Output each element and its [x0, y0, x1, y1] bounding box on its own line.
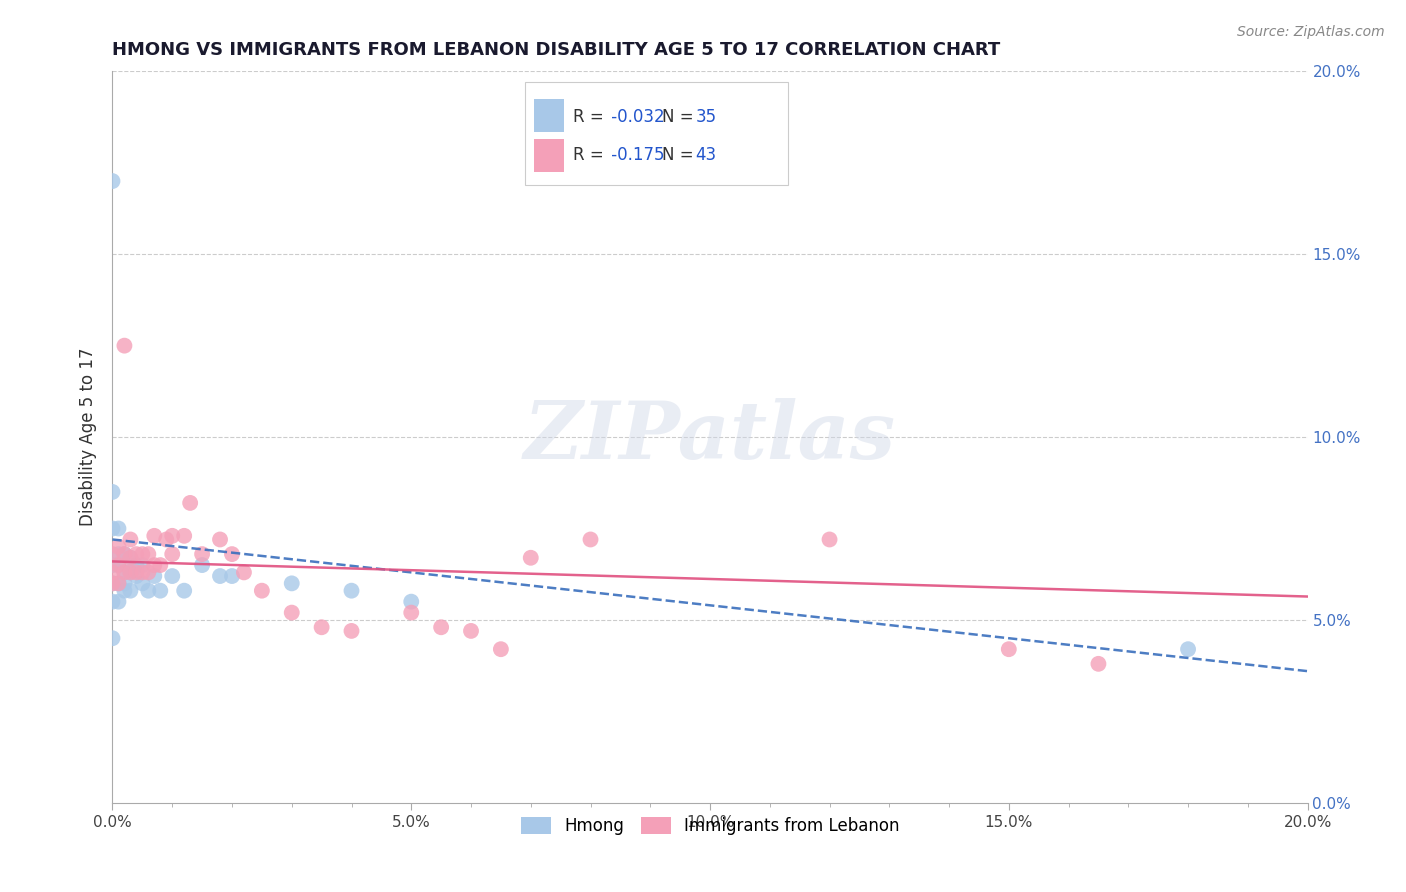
- Text: 35: 35: [696, 108, 717, 126]
- Point: [101, 485, 124, 500]
- Point: [162, 547, 183, 561]
- Point: [579, 533, 602, 547]
- Point: [209, 533, 232, 547]
- Point: [101, 558, 124, 573]
- Point: [489, 642, 512, 657]
- Point: [162, 569, 183, 583]
- Point: [120, 550, 142, 565]
- Y-axis label: Disability Age 5 to 17: Disability Age 5 to 17: [79, 348, 97, 526]
- Point: [191, 547, 214, 561]
- Point: [173, 583, 195, 598]
- Point: [120, 566, 142, 580]
- Point: [125, 566, 148, 580]
- Point: [520, 550, 543, 565]
- Text: -0.175: -0.175: [606, 146, 665, 164]
- Point: [131, 558, 153, 573]
- Point: [233, 566, 256, 580]
- Point: [250, 583, 273, 598]
- Bar: [534, 99, 564, 132]
- Point: [131, 576, 153, 591]
- Bar: [534, 138, 564, 171]
- Point: [125, 569, 148, 583]
- Point: [114, 566, 135, 580]
- Point: [101, 576, 124, 591]
- Point: [101, 521, 124, 535]
- Point: [107, 558, 129, 573]
- Text: N =: N =: [662, 108, 699, 126]
- Point: [221, 569, 243, 583]
- Point: [179, 496, 201, 510]
- Point: [281, 606, 304, 620]
- Text: ZIPatlas: ZIPatlas: [524, 399, 896, 475]
- Point: [401, 594, 423, 608]
- Point: [340, 624, 363, 638]
- Point: [401, 606, 423, 620]
- Text: R =: R =: [572, 146, 609, 164]
- FancyBboxPatch shape: [524, 82, 787, 185]
- Point: [101, 547, 124, 561]
- Point: [114, 547, 135, 561]
- Point: [107, 576, 129, 591]
- Point: [143, 558, 166, 573]
- Point: [125, 558, 148, 573]
- Point: [191, 558, 214, 573]
- Point: [120, 533, 142, 547]
- Point: [114, 583, 135, 598]
- Text: 43: 43: [696, 146, 717, 164]
- Point: [162, 529, 183, 543]
- Point: [114, 338, 135, 352]
- Point: [998, 642, 1021, 657]
- Point: [209, 569, 232, 583]
- Point: [107, 540, 129, 554]
- Point: [173, 529, 195, 543]
- Point: [149, 583, 172, 598]
- Point: [101, 566, 124, 580]
- Point: [107, 558, 129, 573]
- Point: [120, 566, 142, 580]
- Point: [107, 594, 129, 608]
- Point: [114, 576, 135, 591]
- Point: [1177, 642, 1199, 657]
- Point: [281, 576, 304, 591]
- Text: -0.032: -0.032: [606, 108, 665, 126]
- Point: [107, 576, 129, 591]
- Point: [311, 620, 333, 634]
- Point: [131, 547, 153, 561]
- Point: [460, 624, 482, 638]
- Point: [1087, 657, 1109, 671]
- Point: [149, 558, 172, 573]
- Point: [107, 547, 129, 561]
- Point: [143, 569, 166, 583]
- Point: [101, 632, 124, 646]
- Point: [114, 566, 135, 580]
- Point: [101, 576, 124, 591]
- Point: [101, 594, 124, 608]
- Point: [340, 583, 363, 598]
- Point: [131, 566, 153, 580]
- Text: HMONG VS IMMIGRANTS FROM LEBANON DISABILITY AGE 5 TO 17 CORRELATION CHART: HMONG VS IMMIGRANTS FROM LEBANON DISABIL…: [112, 41, 1001, 59]
- Point: [125, 547, 148, 561]
- Point: [114, 547, 135, 561]
- Point: [818, 533, 841, 547]
- Text: Source: ZipAtlas.com: Source: ZipAtlas.com: [1237, 25, 1385, 39]
- Point: [107, 521, 129, 535]
- Point: [120, 583, 142, 598]
- Text: R =: R =: [572, 108, 609, 126]
- Point: [143, 529, 166, 543]
- Point: [155, 533, 177, 547]
- Text: N =: N =: [662, 146, 699, 164]
- Point: [138, 583, 160, 598]
- Point: [138, 566, 160, 580]
- Legend: Hmong, Immigrants from Lebanon: Hmong, Immigrants from Lebanon: [515, 811, 905, 842]
- Point: [221, 547, 243, 561]
- Point: [101, 174, 124, 188]
- Point: [138, 547, 160, 561]
- Point: [120, 550, 142, 565]
- Point: [430, 620, 453, 634]
